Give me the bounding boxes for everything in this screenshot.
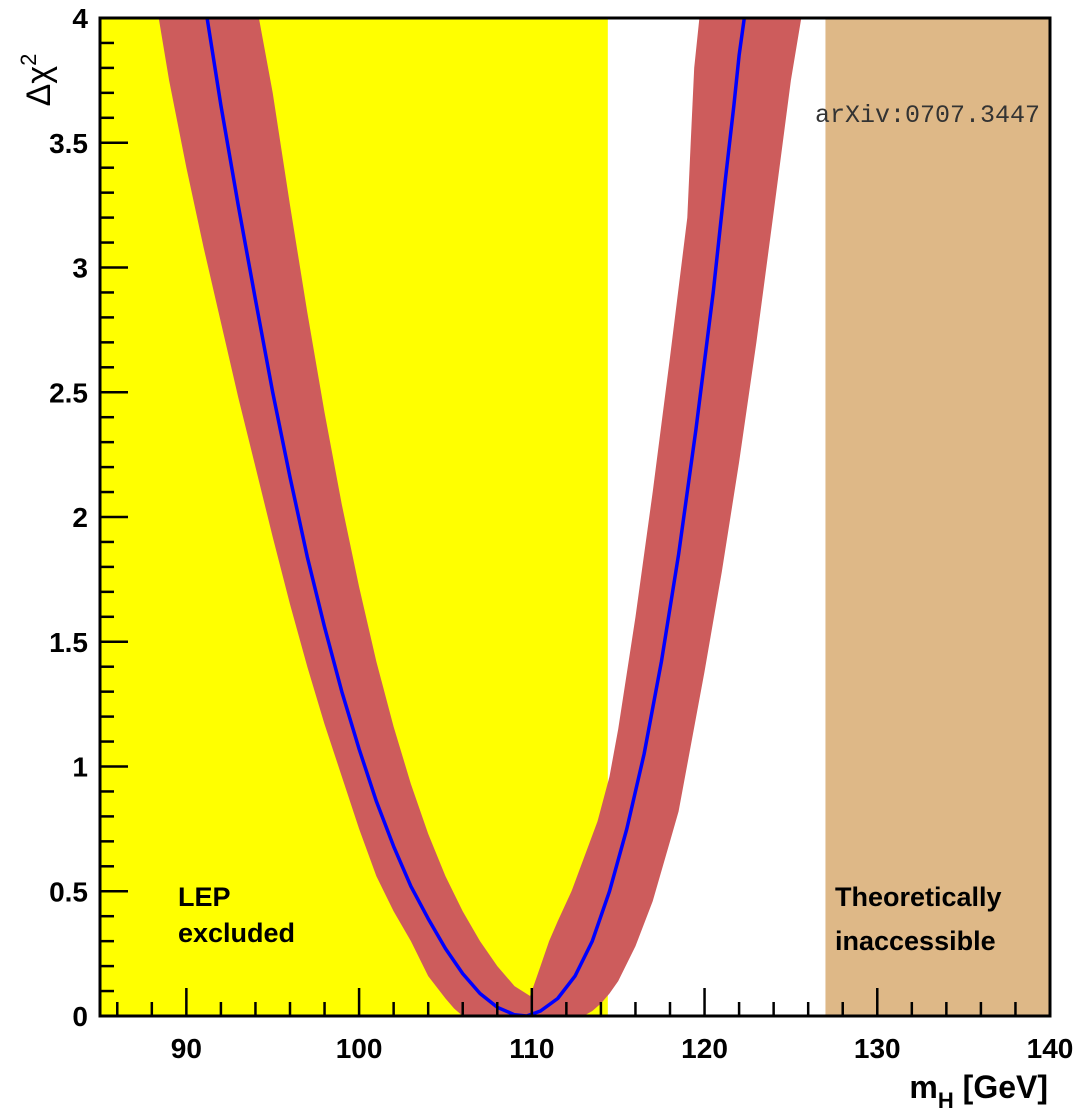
- theoretically-inaccessible-label: Theoretically: [835, 882, 1002, 912]
- x-axis-title-unit: [GeV]: [954, 1069, 1048, 1105]
- labels-layer: 90 100 110 120 130 140 0 0.5 1 1.5 2 2.5 3 3.5 4 mH [Ge…: [16, 3, 1073, 1112]
- x-tick-label: 130: [854, 1033, 901, 1064]
- y-tick-label: 1.5: [49, 627, 88, 658]
- y-tick-label: 2.5: [49, 377, 88, 408]
- ticks-layer: [100, 16, 1052, 1018]
- x-tick-label: 90: [171, 1033, 202, 1064]
- y-tick-label: 3: [72, 253, 88, 284]
- theoretically-inaccessible-label: inaccessible: [835, 926, 996, 956]
- x-axis-title: mH [GeV]: [909, 1069, 1048, 1112]
- y-tick-label: 0: [72, 1001, 88, 1032]
- x-tick-label: 120: [681, 1033, 728, 1064]
- x-tick-label: 140: [1027, 1033, 1074, 1064]
- x-axis-title-sub: H: [938, 1088, 954, 1112]
- lep-excluded-label: excluded: [178, 918, 295, 948]
- y-axis-title-sup: 2: [16, 54, 41, 66]
- y-tick-label: 3.5: [49, 128, 88, 159]
- lep-excluded-label: LEP: [178, 882, 231, 912]
- lep-excluded-region: [100, 18, 608, 1016]
- arxiv-watermark: arXiv:0707.3447: [815, 101, 1040, 130]
- theoretically-inaccessible-region: [825, 18, 1050, 1016]
- regions-layer: [100, 18, 1050, 1016]
- y-axis-title: Δχ2: [16, 54, 58, 107]
- y-tick-label: 2: [72, 502, 88, 533]
- x-tick-label: 100: [336, 1033, 383, 1064]
- x-axis-title-main: m: [909, 1069, 937, 1105]
- y-tick-label: 1: [72, 752, 88, 783]
- x-tick-label: 110: [509, 1033, 554, 1064]
- y-tick-label: 0.5: [49, 876, 88, 907]
- y-axis-title-main: Δχ: [20, 66, 58, 107]
- y-tick-label: 4: [72, 3, 88, 34]
